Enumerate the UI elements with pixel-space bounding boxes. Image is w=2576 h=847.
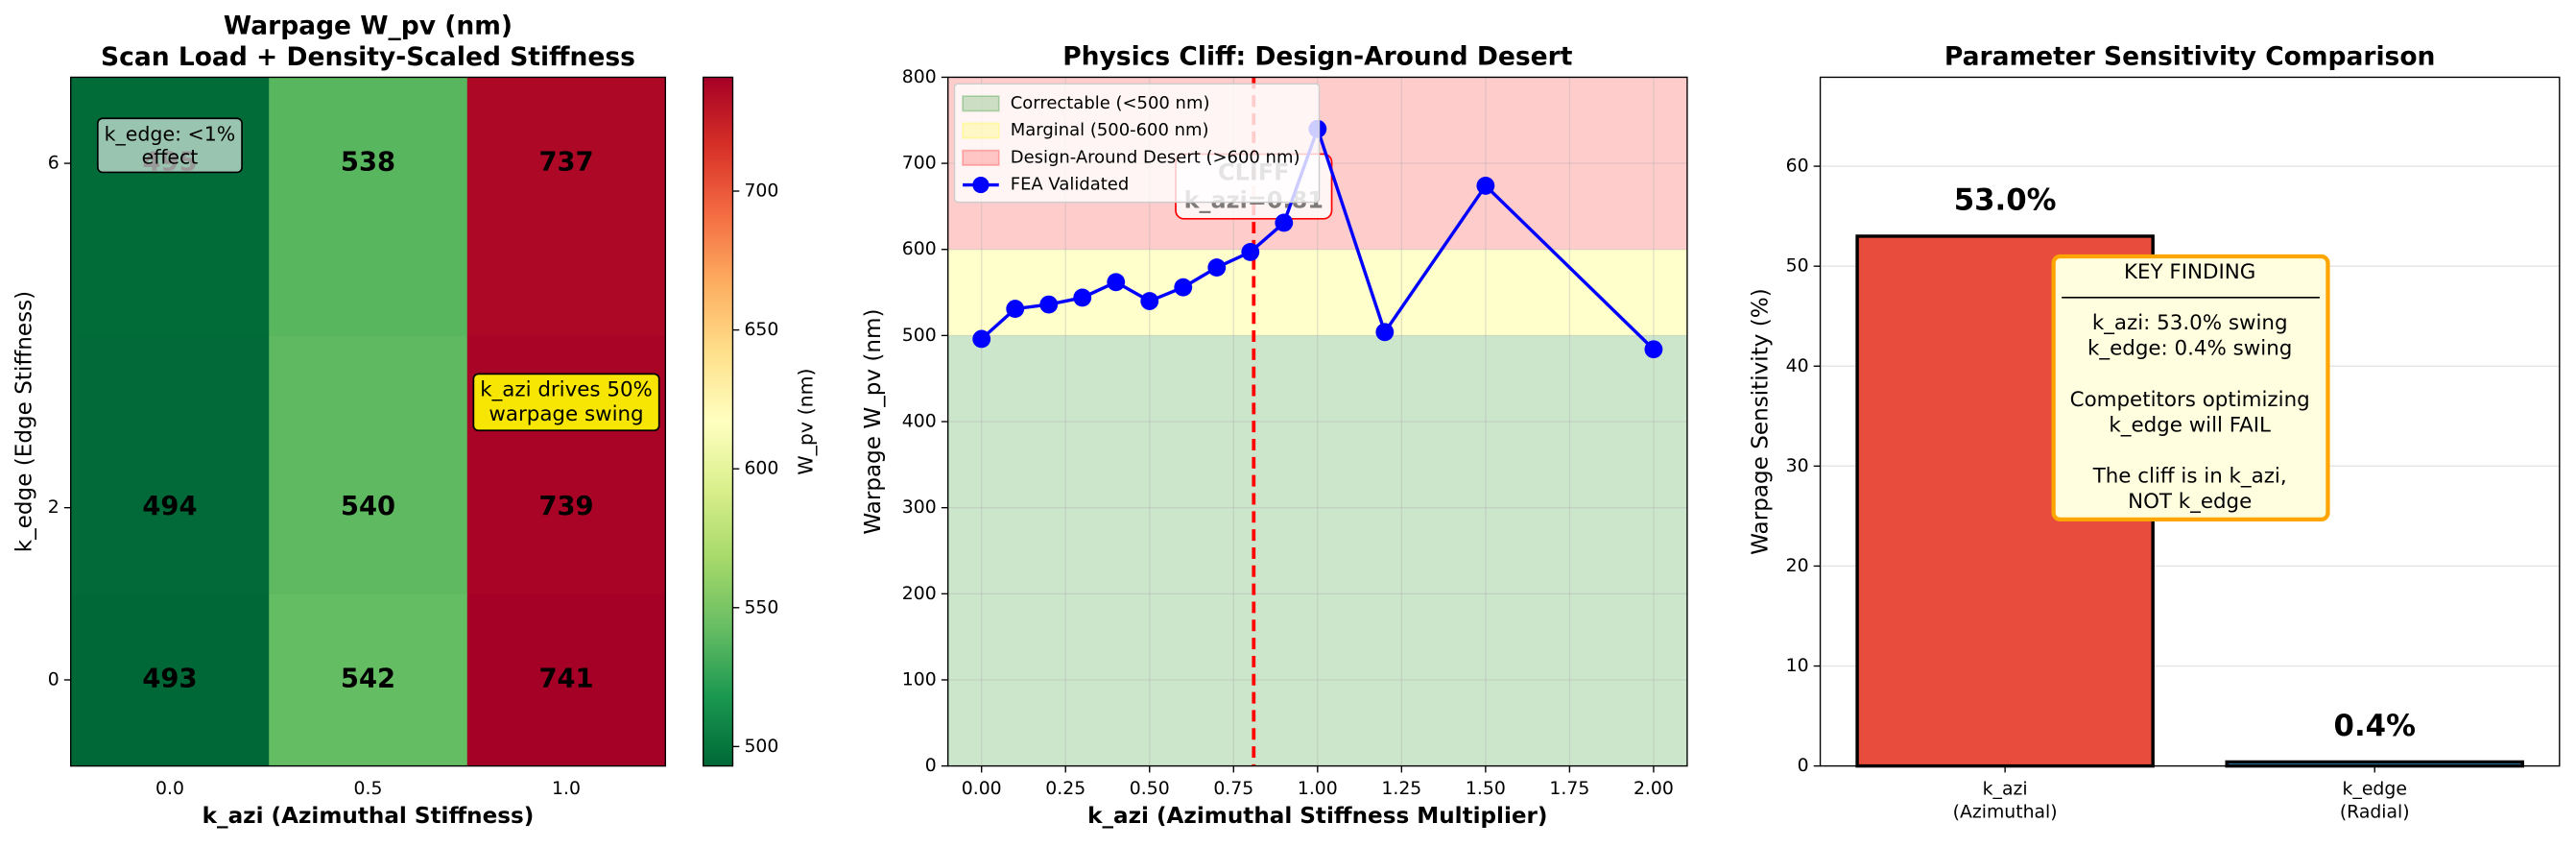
heatmap-cell	[269, 77, 467, 335]
y-tick-label: 600	[902, 239, 937, 259]
data-point	[1073, 289, 1091, 307]
y-tick-label: 0	[48, 669, 60, 690]
data-point	[1140, 292, 1158, 310]
data-point	[1039, 296, 1058, 314]
x-tick-label: 0.50	[1130, 779, 1170, 799]
data-point	[1207, 258, 1226, 277]
colorbar-tick-label: 550	[744, 597, 778, 617]
legend-label: Design-Around Desert (>600 nm)	[1011, 147, 1300, 167]
y-axis-label: Warpage W_pv (nm)	[861, 308, 886, 534]
heatmap-cell	[269, 335, 467, 593]
y-tick-label: 50	[1786, 256, 1809, 277]
x-tick-label: 1.50	[1466, 779, 1506, 799]
legend-label: FEA Validated	[1011, 175, 1130, 195]
legend-label: Marginal (500-600 nm)	[1011, 120, 1209, 140]
colorbar-tick-label: 600	[744, 459, 778, 479]
y-axis-label: k_edge (Edge Stiffness)	[12, 291, 36, 552]
value-label: 0.4%	[2334, 709, 2416, 743]
cell-label: 737	[538, 148, 593, 178]
colorbar-tick-label: 500	[744, 737, 778, 757]
cell-label: 538	[341, 148, 395, 178]
x-tick-label: 1.25	[1381, 779, 1421, 799]
x-tick-label: 1.00	[1298, 779, 1338, 799]
colorbar	[704, 77, 733, 765]
data-point	[1107, 273, 1125, 291]
x-tick-label: 0.75	[1213, 779, 1253, 799]
annotation-title: KEY FINDING	[2124, 260, 2255, 284]
data-point	[1275, 214, 1293, 232]
y-tick-label: 0	[925, 756, 937, 776]
colorbar-label: W_pv (nm)	[794, 368, 817, 474]
y-tick-label: 60	[1786, 157, 1809, 177]
cell-label: 739	[538, 492, 593, 521]
x-axis-label: k_azi (Azimuthal Stiffness)	[203, 804, 535, 829]
data-point	[1375, 323, 1394, 341]
annotation: k_azi drives 50%warpage swing	[480, 378, 653, 427]
y-tick-label: 40	[1786, 356, 1809, 376]
y-axis-label: Warpage Sensitivity (%)	[1748, 288, 1773, 555]
chart-title: Parameter Sensitivity Comparison	[1944, 41, 2436, 71]
cell-label: 741	[538, 664, 593, 693]
x-tick-label: 0.5	[354, 779, 383, 799]
x-tick-label: 0.25	[1045, 779, 1085, 799]
colorbar-tick-label: 700	[744, 182, 778, 202]
data-point	[1476, 177, 1494, 195]
y-tick-label: 700	[902, 154, 937, 174]
colorbar-tick-label: 650	[744, 320, 778, 340]
heatmap-cell	[71, 335, 270, 593]
value-label: 53.0%	[1954, 183, 2057, 218]
y-tick-label: 800	[902, 67, 937, 87]
chart-title: Physics Cliff: Design-Around Desert	[1062, 41, 1572, 71]
data-point	[1241, 243, 1259, 261]
y-tick-label: 0	[1798, 756, 1809, 776]
legend-swatch	[963, 96, 999, 110]
y-tick-label: 6	[48, 154, 60, 174]
cell-label: 542	[341, 664, 395, 693]
y-tick-label: 20	[1786, 556, 1809, 576]
x-tick-label: 0.0	[155, 779, 184, 799]
data-point	[1174, 278, 1192, 297]
y-tick-label: 500	[902, 326, 937, 346]
x-tick-label: 1.75	[1549, 779, 1589, 799]
y-tick-label: 2	[48, 497, 60, 518]
legend-swatch	[963, 123, 999, 137]
legend-swatch	[963, 151, 999, 165]
data-point	[972, 330, 990, 349]
y-tick-label: 30	[1786, 456, 1809, 476]
data-point	[1645, 340, 1663, 358]
data-point	[1006, 300, 1024, 318]
x-tick-label: 2.00	[1634, 779, 1674, 799]
y-tick-label: 10	[1786, 656, 1809, 676]
legend-marker	[972, 177, 989, 193]
x-tick-label: 1.0	[552, 779, 581, 799]
heatmap-cell	[467, 77, 666, 335]
heatmap-cell	[71, 77, 270, 335]
cell-label: 540	[341, 492, 395, 521]
y-tick-label: 100	[902, 669, 937, 690]
y-tick-label: 400	[902, 412, 937, 432]
y-tick-label: 200	[902, 584, 937, 604]
legend-label: Correctable (<500 nm)	[1011, 93, 1210, 113]
cell-label: 494	[142, 492, 197, 521]
x-tick-label: 0.00	[962, 779, 1002, 799]
y-tick-label: 300	[902, 497, 937, 518]
x-axis-label: k_azi (Azimuthal Stiffness Multiplier)	[1087, 804, 1547, 829]
cell-label: 493	[142, 664, 197, 693]
